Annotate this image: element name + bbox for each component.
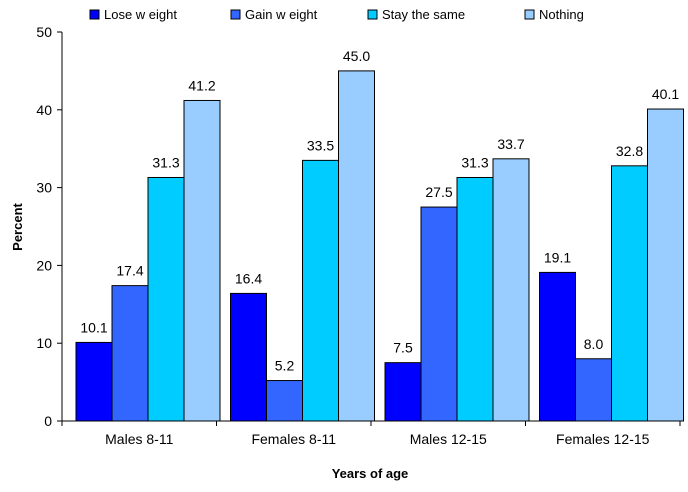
legend-label: Gain w eight	[245, 7, 318, 22]
bar	[111, 285, 149, 422]
x-tick-label: Females 8-11	[251, 431, 336, 447]
data-label: 16.4	[235, 270, 262, 286]
data-label: 33.7	[497, 136, 524, 152]
bar	[575, 358, 612, 422]
data-label: 40.1	[652, 86, 679, 102]
bar	[539, 271, 576, 422]
legend-swatch	[230, 9, 241, 20]
legend: Lose w eight Gain w eight Stay the same Not…	[89, 7, 584, 22]
y-tick-label: 50	[36, 24, 52, 40]
data-label: 33.5	[307, 137, 334, 153]
legend-label: Lose w eight	[104, 7, 177, 22]
data-label: 19.1	[544, 249, 571, 265]
data-label: 31.3	[152, 154, 179, 170]
data-label: 10.1	[80, 319, 107, 335]
bar	[183, 99, 221, 422]
data-label: 45.0	[343, 48, 370, 64]
legend-swatch	[367, 9, 378, 20]
y-tick-label: 20	[36, 257, 52, 273]
bars	[75, 70, 684, 422]
legend-swatch	[89, 9, 100, 20]
x-tick-label: Males 8-11	[105, 431, 173, 447]
y-tick-label: 30	[36, 180, 52, 196]
data-label: 8.0	[584, 336, 604, 352]
y-tick-label: 0	[44, 413, 52, 429]
data-label: 5.2	[275, 358, 295, 374]
y-axis-title: Percent	[10, 202, 25, 250]
bar	[338, 70, 375, 422]
data-label: 27.5	[425, 184, 452, 200]
x-tick-label: Females 12-15	[556, 431, 650, 447]
y-tick-label: 40	[36, 102, 52, 118]
legend-item: Stay the same	[367, 7, 465, 22]
legend-item: Lose w eight	[89, 7, 177, 22]
bar	[611, 165, 648, 422]
bar	[147, 176, 185, 422]
data-label: 41.2	[188, 77, 215, 93]
bar	[492, 158, 530, 422]
data-label: 32.8	[616, 143, 643, 159]
legend-label: Nothing	[539, 7, 584, 22]
data-label: 31.3	[461, 154, 488, 170]
x-tick-label: Males 12-15	[410, 431, 487, 447]
y-tick-label: 10	[36, 335, 52, 351]
legend-label: Stay the same	[382, 7, 465, 22]
legend-item: Nothing	[524, 7, 584, 22]
data-labels: 10.1 16.4 7.5 19.1 17.4 5.2 27.5 8.0 31.3 33.5 31.…	[80, 48, 679, 374]
bar	[266, 380, 303, 422]
bar	[75, 341, 113, 422]
bar	[456, 176, 494, 422]
bar	[384, 362, 422, 422]
bar	[420, 206, 458, 422]
bar	[230, 292, 267, 422]
bar	[647, 108, 684, 422]
legend-item: Gain w eight	[230, 7, 318, 22]
data-label: 7.5	[393, 340, 413, 356]
axes: 0 10 20 30 40 50 Males 8-11 Females 8-11 Males 1…	[36, 24, 681, 447]
legend-swatch	[524, 9, 535, 20]
bar	[302, 159, 339, 422]
data-label: 17.4	[116, 263, 143, 279]
x-axis-title: Years of age	[332, 466, 409, 481]
